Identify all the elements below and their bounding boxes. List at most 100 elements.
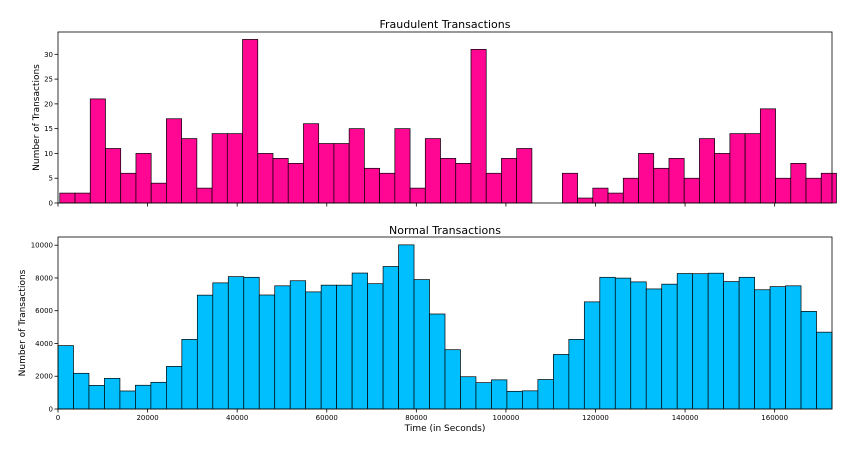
histogram-bar <box>485 172 502 204</box>
histogram-bar <box>429 313 446 410</box>
histogram-bar <box>257 153 274 204</box>
x-tick-label: 120000 <box>582 414 609 422</box>
histogram-bar <box>607 192 624 204</box>
histogram-bar <box>653 167 670 204</box>
histogram-bar <box>211 133 228 204</box>
normal-x-ticks: 0 20000 40000 60000 80000 100000 120000 140000 1… <box>56 409 788 422</box>
histogram-bar <box>506 390 523 410</box>
histogram-bar <box>676 273 694 410</box>
histogram-bar <box>775 177 792 204</box>
histogram-bar <box>243 276 260 410</box>
histogram-bar <box>769 286 786 410</box>
histogram-bar <box>382 266 399 410</box>
histogram-bar <box>537 379 554 410</box>
histogram-bar <box>74 192 91 204</box>
histogram-bar <box>561 172 578 204</box>
histogram-bar <box>638 153 655 204</box>
histogram-bar <box>305 291 322 410</box>
histogram-bar <box>800 311 817 410</box>
histogram-bar <box>351 272 368 410</box>
histogram-bar <box>398 244 415 410</box>
normal-x-axis-label: Time (in Seconds) <box>404 424 486 434</box>
histogram-bar <box>470 48 487 204</box>
histogram-bar <box>816 331 833 410</box>
histogram-bar <box>522 390 539 410</box>
histogram-bar <box>692 273 709 410</box>
x-tick-label: 100000 <box>493 414 520 422</box>
histogram-bar <box>444 349 461 410</box>
x-tick-label: 160000 <box>761 414 788 422</box>
histogram-bar <box>59 192 76 204</box>
histogram-bar <box>196 187 213 204</box>
histogram-bar <box>258 294 276 410</box>
histogram-bar <box>759 108 776 204</box>
y-tick-label: 2000 <box>35 373 53 381</box>
histogram-bar <box>409 187 426 204</box>
normal-chart: 0 2000 4000 6000 8000 10000 0 20000 40000 60000 8… <box>18 224 833 434</box>
normal-bars <box>57 244 833 410</box>
x-tick-label: 40000 <box>226 414 248 422</box>
fraud-y-ticks: 0 5 10 15 20 25 30 <box>44 51 58 208</box>
histogram-bar <box>754 289 771 410</box>
histogram-bar <box>424 138 441 204</box>
histogram-bar <box>104 378 121 410</box>
histogram-bar <box>683 177 700 204</box>
histogram-bar <box>699 138 715 204</box>
y-tick-label: 15 <box>44 125 53 133</box>
histogram-bar <box>181 339 198 410</box>
histogram-bar <box>226 133 243 204</box>
histogram-bar <box>614 277 632 410</box>
histogram-bar <box>622 177 639 204</box>
fraud-chart-title: Fraudulent Transactions <box>380 18 511 31</box>
histogram-bar <box>645 288 663 410</box>
histogram-bar <box>738 276 755 410</box>
y-tick-label: 0 <box>49 200 53 208</box>
histogram-bar <box>729 133 746 204</box>
y-tick-label: 30 <box>44 51 53 59</box>
histogram-bar <box>668 158 685 204</box>
histogram-bar <box>516 148 533 204</box>
y-tick-label: 10 <box>44 150 53 158</box>
histogram-bar <box>287 163 304 204</box>
histogram-bar <box>196 294 214 410</box>
histogram-bar <box>166 366 183 410</box>
histogram-bar <box>805 177 822 204</box>
histogram-bar <box>181 138 198 204</box>
histogram-bar <box>661 283 678 410</box>
histogram-bar <box>491 379 508 410</box>
x-tick-label: 0 <box>56 414 60 422</box>
histogram-bar <box>707 272 724 410</box>
fraud-y-axis-label: Number of Transactions <box>32 64 42 171</box>
histogram-bar <box>599 276 616 410</box>
fraud-bars <box>59 39 837 204</box>
y-tick-label: 4000 <box>35 340 53 348</box>
histogram-bar <box>460 376 477 410</box>
x-tick-label: 140000 <box>672 414 699 422</box>
histogram-bar <box>320 284 337 410</box>
histogram-bar <box>135 153 152 204</box>
histogram-bar <box>553 354 570 410</box>
histogram-bar <box>88 385 105 410</box>
histogram-bar <box>333 143 350 204</box>
histogram-bar <box>242 39 259 204</box>
histogram-bar <box>212 282 229 410</box>
y-tick-label: 5 <box>49 175 53 183</box>
y-tick-label: 25 <box>44 76 53 84</box>
histogram-bar <box>394 128 411 204</box>
histogram-bar <box>166 118 182 204</box>
histogram-bar <box>364 167 380 204</box>
histogram-bar <box>367 283 384 410</box>
histogram-bar <box>592 187 609 204</box>
histogram-bar <box>150 381 167 410</box>
histogram-bar <box>475 382 492 410</box>
y-tick-label: 20 <box>44 100 53 108</box>
histogram-bar <box>583 301 601 410</box>
histogram-bar <box>274 285 291 410</box>
normal-plot-frame <box>57 236 833 410</box>
histogram-bar <box>57 345 74 410</box>
histogram-bar <box>440 158 457 204</box>
y-tick-label: 0 <box>49 406 53 414</box>
fraud-chart: 0 5 10 15 20 25 30 Fraudulent Transactions Num… <box>32 18 837 208</box>
histogram-bar <box>89 98 106 204</box>
